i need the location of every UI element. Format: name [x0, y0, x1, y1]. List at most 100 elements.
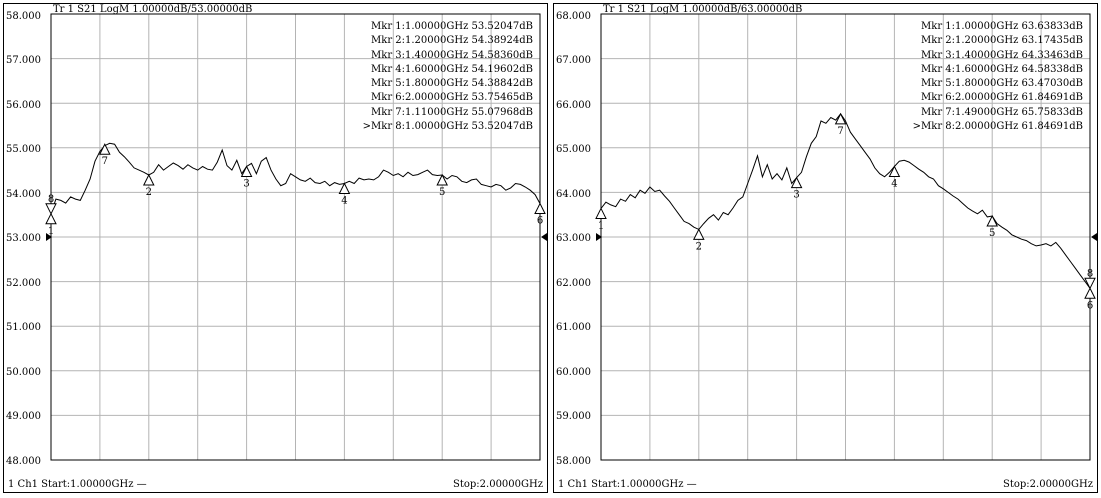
- y-tick-label: 63.000: [556, 233, 591, 244]
- marker: 7: [834, 112, 847, 137]
- trace-line: [600, 113, 1091, 289]
- right-plot-area: 1 2 3 4 5 6 7 8: [595, 13, 1097, 461]
- marker-label: 4: [891, 179, 897, 190]
- y-tick-label: 62.000: [556, 278, 591, 289]
- left-plot-area: 1 2 3 4 5 6 7 8: [45, 13, 547, 461]
- stop-frequency-label: Stop:2.00000GHz: [453, 479, 543, 490]
- marker-label: 3: [793, 190, 799, 201]
- marker-readout: Mkr 1:1.00000GHz 63.63833dB: [921, 21, 1083, 32]
- trace-header: Tr 1 S21 LogM 1.00000dB/63.00000dB: [603, 4, 803, 15]
- y-tick-label: 50.000: [6, 367, 41, 378]
- stop-frequency-label: Stop:2.00000GHz: [1003, 479, 1093, 490]
- marker: 3: [240, 165, 253, 190]
- marker-label: 5: [989, 228, 995, 239]
- marker-triangle: [45, 203, 57, 215]
- marker: 5: [436, 173, 449, 198]
- marker-label: 3: [243, 179, 249, 190]
- y-tick-label: 60.000: [556, 367, 591, 378]
- marker-label: 6: [537, 216, 543, 227]
- marker-readout: Mkr 6:2.00000GHz 53.75465dB: [371, 92, 533, 104]
- marker-readout: Mkr 5:1.80000GHz 54.38842dB: [371, 78, 533, 90]
- channel-start-label: 1 Ch1 Start:1.00000GHz —: [558, 479, 697, 490]
- marker-readout: Mkr 2:1.20000GHz 63.17435dB: [921, 35, 1083, 47]
- marker: 1: [45, 212, 57, 237]
- marker-label: 2: [146, 187, 152, 198]
- y-tick-label: 65.000: [556, 144, 591, 155]
- marker-readout-table: Mkr 1:1.00000GHz 53.52047dB Mkr 2:1.2000…: [363, 20, 533, 134]
- marker-triangle: [338, 182, 351, 194]
- marker-label: 7: [837, 126, 843, 137]
- y-tick-label: 52.000: [6, 278, 41, 289]
- left-chart-panel: Tr 1 S21 LogM 1.00000dB/53.00000dB 58.00…: [3, 3, 548, 493]
- reference-arrow-left: [596, 233, 602, 241]
- marker-label: 4: [341, 195, 347, 206]
- marker-readout: Mkr 4:1.60000GHz 64.58338dB: [921, 63, 1083, 75]
- marker-triangle: [1084, 287, 1096, 299]
- reference-arrow-left: [46, 233, 52, 241]
- marker: 3: [790, 176, 803, 201]
- marker-label: 1: [48, 226, 54, 237]
- marker-triangle: [240, 165, 253, 178]
- marker-triangle: [834, 112, 847, 125]
- marker: 7: [98, 143, 111, 167]
- marker-triangle: [98, 143, 111, 155]
- marker: 4: [888, 165, 901, 190]
- marker-readout-active: >Mkr 8:1.00000GHz 53.52047dB: [362, 121, 533, 133]
- marker-label: 7: [102, 156, 108, 167]
- y-tick-label: 59.000: [556, 411, 591, 422]
- marker-readout: Mkr 7:1.49000GHz 65.75833dB: [921, 106, 1083, 118]
- marker-label: 8: [1087, 268, 1093, 279]
- y-tick-label: 56.000: [6, 100, 41, 111]
- marker-triangle: [534, 202, 546, 215]
- marker-readout-active: >Mkr 8:2.00000GHz 61.84691dB: [912, 121, 1083, 133]
- marker-readout: Mkr 7:1.11000GHz 55.07968dB: [371, 106, 533, 118]
- y-tick-label: 61.000: [556, 322, 591, 333]
- reference-arrow-right: [541, 233, 547, 241]
- marker: 8: [1084, 268, 1096, 290]
- marker-readout: Mkr 3:1.40000GHz 64.33463dB: [921, 49, 1083, 61]
- marker-readout: Mkr 1:1.00000GHz 53.52047dB: [371, 21, 533, 32]
- trace-header: Tr 1 S21 LogM 1.00000dB/53.00000dB: [53, 4, 253, 15]
- marker-readout: Mkr 5:1.80000GHz 63.47030dB: [921, 78, 1083, 90]
- marker-triangle: [888, 165, 901, 178]
- marker-triangle: [1084, 277, 1096, 290]
- y-tick-label: 55.000: [6, 144, 41, 155]
- marker-label: 8: [48, 194, 54, 205]
- marker-triangle: [986, 214, 999, 227]
- marker-triangle: [45, 212, 57, 225]
- y-tick-label: 51.000: [6, 322, 41, 333]
- y-tick-label: 64.000: [556, 189, 591, 200]
- marker-triangle: [142, 173, 155, 186]
- y-tick-label: 53.000: [6, 233, 41, 244]
- marker-readout: Mkr 3:1.40000GHz 54.58360dB: [371, 49, 533, 61]
- right-chart-panel: Tr 1 S21 LogM 1.00000dB/63.00000dB 68.00…: [553, 3, 1098, 493]
- marker-label: 5: [439, 187, 445, 198]
- marker-readout: Mkr 2:1.20000GHz 54.38924dB: [371, 35, 533, 47]
- marker: 5: [986, 214, 999, 239]
- marker-triangle: [692, 228, 705, 240]
- marker: 8: [45, 194, 57, 215]
- marker: 6: [534, 202, 546, 227]
- marker-triangle: [595, 207, 607, 219]
- reference-arrow-right: [1091, 233, 1097, 241]
- marker-readout: Mkr 4:1.60000GHz 54.19602dB: [371, 63, 533, 75]
- marker-label: 2: [696, 241, 702, 252]
- y-tick-label: 67.000: [556, 55, 591, 66]
- y-tick-label: 66.000: [556, 100, 591, 111]
- marker-triangle: [436, 173, 449, 186]
- y-tick-label: 58.000: [556, 456, 591, 467]
- marker: 1: [595, 207, 607, 231]
- marker: 2: [692, 228, 705, 252]
- marker-label: 6: [1087, 300, 1093, 311]
- y-tick-label: 54.000: [6, 189, 41, 200]
- y-tick-label: 49.000: [6, 411, 41, 422]
- marker-label: 1: [598, 220, 604, 231]
- marker-readout-table: Mkr 1:1.00000GHz 63.63833dB Mkr 2:1.2000…: [913, 20, 1083, 134]
- marker: 4: [338, 182, 351, 206]
- y-tick-label: 68.000: [556, 11, 591, 22]
- trace-line: [50, 142, 541, 214]
- marker: 6: [1084, 287, 1096, 311]
- channel-start-label: 1 Ch1 Start:1.00000GHz —: [8, 479, 147, 490]
- marker-triangle: [790, 176, 803, 189]
- y-tick-label: 57.000: [6, 55, 41, 66]
